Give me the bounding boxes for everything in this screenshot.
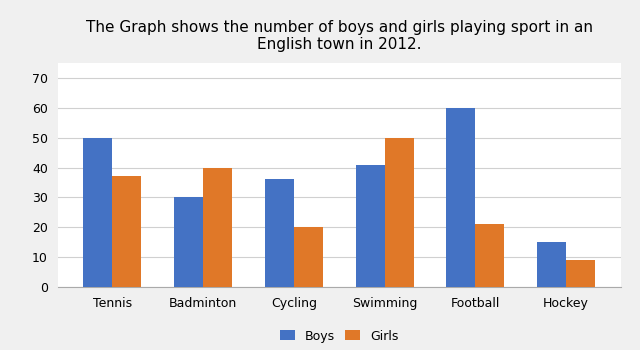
Bar — [385, 138, 413, 287]
Bar — [174, 197, 203, 287]
Bar — [294, 227, 323, 287]
Bar — [112, 176, 141, 287]
Bar — [203, 168, 232, 287]
Title: The Graph shows the number of boys and girls playing sport in an
English town in: The Graph shows the number of boys and g… — [86, 20, 593, 52]
Bar — [566, 260, 595, 287]
Bar — [537, 242, 566, 287]
Bar — [265, 180, 294, 287]
Bar — [356, 164, 385, 287]
Legend: Boys, Girls: Boys, Girls — [275, 324, 403, 348]
Bar — [446, 108, 476, 287]
Bar — [476, 224, 504, 287]
Bar — [83, 138, 112, 287]
